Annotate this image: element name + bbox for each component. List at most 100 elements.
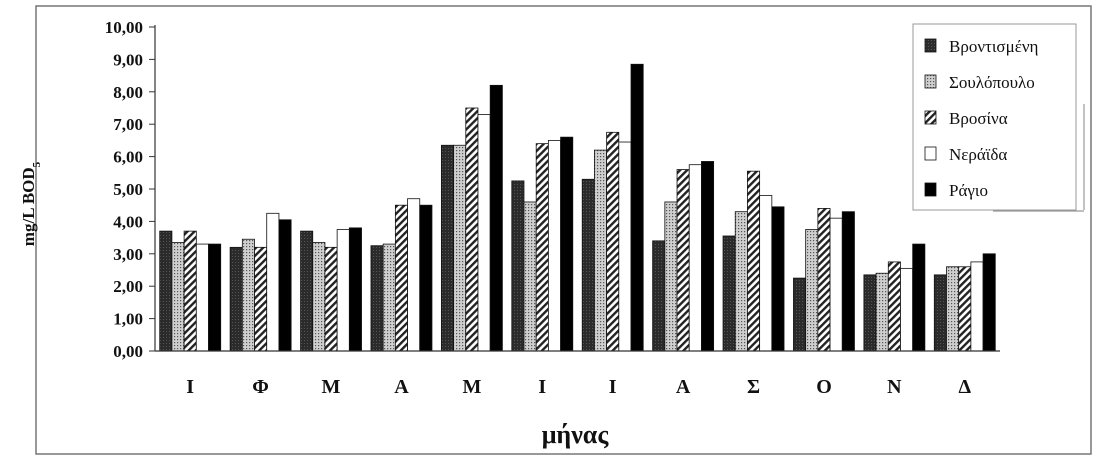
legend-label-1: Βροντισμένη (949, 37, 1038, 56)
bar-2-month-3 (312, 242, 326, 352)
bar-5-month-11 (912, 243, 926, 352)
bar-2-month-8 (664, 201, 678, 352)
bar-3-month-2 (254, 246, 268, 352)
bar-1-month-12 (933, 274, 947, 352)
bars-group (159, 63, 996, 352)
y-tick-label: 2,00 (113, 277, 143, 296)
bar-3-month-1 (183, 230, 197, 352)
y-tick-label: 10,00 (105, 18, 143, 37)
bar-4-month-3 (336, 229, 350, 352)
bar-5-month-1 (208, 243, 222, 352)
bar-2-month-12 (946, 266, 960, 352)
legend-label-2: Σουλόπουλο (949, 73, 1035, 92)
bar-1-month-9 (722, 235, 736, 352)
bar-4-month-4 (407, 198, 421, 352)
bar-5-month-2 (278, 219, 292, 352)
legend-box (912, 23, 1077, 211)
bar-4-month-1 (195, 243, 209, 352)
legend-swatch-2 (924, 74, 937, 89)
bar-2-month-4 (382, 243, 396, 352)
bar-4-month-12 (970, 261, 984, 352)
bar-3-month-8 (676, 169, 690, 352)
bar-4-month-8 (688, 164, 702, 352)
x-tick-label: Ν (887, 376, 902, 398)
y-axis-label-main: mg/L BOD (19, 167, 38, 246)
bar-5-month-7 (630, 63, 644, 352)
bar-2-month-7 (594, 149, 608, 352)
x-tick-label: Σ (747, 376, 760, 398)
y-tick-label: 7,00 (113, 115, 143, 134)
x-tick-label: Ι (609, 376, 617, 398)
axes (154, 25, 1000, 352)
bar-3-month-4 (394, 204, 408, 352)
bar-3-month-7 (606, 131, 620, 352)
bar-1-month-5 (440, 144, 454, 352)
y-tick-label: 8,00 (113, 83, 143, 102)
bar-5-month-12 (982, 253, 996, 352)
bar-5-month-8 (701, 161, 715, 352)
y-tick-label: 5,00 (113, 180, 143, 199)
bar-1-month-10 (793, 277, 807, 352)
y-tick-label: 0,00 (113, 342, 143, 361)
legend-label-3: Βροσίνα (949, 109, 1008, 128)
bar-5-month-5 (489, 84, 503, 352)
legend-swatch-4 (924, 146, 937, 161)
bar-2-month-1 (171, 242, 185, 352)
x-tick-label: Ι (186, 376, 194, 398)
x-tick-label: Ι (538, 376, 546, 398)
bar-2-month-9 (734, 211, 748, 352)
bar-3-month-6 (535, 143, 549, 352)
bar-3-month-12 (958, 266, 972, 352)
bar-4-month-9 (759, 195, 773, 352)
bar-4-month-10 (829, 217, 843, 352)
x-tick-label: Μ (322, 376, 341, 398)
x-axis-label: μήνας (542, 420, 610, 449)
bar-2-month-6 (523, 201, 537, 352)
bar-1-month-3 (300, 230, 314, 352)
y-axis-label: mg/L BOD5 (19, 161, 43, 246)
y-tick-label: 6,00 (113, 148, 143, 167)
chart-frame (35, 5, 1092, 455)
x-tick-label: Μ (462, 376, 481, 398)
y-tick-label: 3,00 (113, 245, 143, 264)
bar-3-month-9 (747, 170, 761, 352)
x-tick-label: Α (394, 376, 409, 398)
y-tick-label: 4,00 (113, 212, 143, 231)
bar-3-month-5 (465, 107, 479, 352)
y-axis-ticks: 0,00 1,00 2,00 3,00 4,00 5,00 6,00 7,00 8,00 9,00… (105, 18, 155, 361)
bar-1-month-8 (652, 240, 666, 352)
bar-5-month-10 (841, 211, 855, 352)
bar-4-month-6 (547, 139, 561, 352)
bar-5-month-6 (560, 136, 574, 352)
y-axis-label-subscript: 5 (31, 161, 43, 167)
bar-1-month-11 (863, 274, 877, 352)
bar-2-month-5 (453, 144, 467, 352)
bar-4-month-5 (477, 114, 491, 352)
bar-1-month-2 (229, 246, 243, 352)
bar-3-month-11 (887, 261, 901, 352)
y-tick-label: 1,00 (113, 310, 143, 329)
legend: Βροντισμένη Σουλόπουλο Βροσίνα Νεράϊδα Ράγιο (912, 23, 1085, 212)
bar-4-month-7 (618, 141, 632, 352)
x-tick-label: Φ (252, 376, 269, 398)
bar-5-month-9 (771, 206, 785, 352)
legend-label-5: Ράγιο (949, 181, 988, 200)
legend-label-4: Νεράϊδα (949, 145, 1007, 164)
legend-swatch-1 (924, 38, 937, 53)
x-tick-label: Δ (959, 376, 972, 398)
bar-3-month-3 (324, 246, 338, 352)
legend-swatch-3 (924, 110, 937, 125)
bar-1-month-4 (370, 245, 384, 352)
bar-5-month-4 (419, 204, 433, 352)
bar-4-month-11 (900, 267, 914, 352)
bar-4-month-2 (266, 212, 280, 352)
y-tick-label: 9,00 (113, 50, 143, 69)
bar-1-month-6 (511, 180, 525, 352)
bar-2-month-2 (241, 238, 255, 352)
x-tick-label: Ο (816, 376, 832, 398)
x-tick-label: Α (676, 376, 691, 398)
bar-1-month-7 (581, 178, 595, 352)
